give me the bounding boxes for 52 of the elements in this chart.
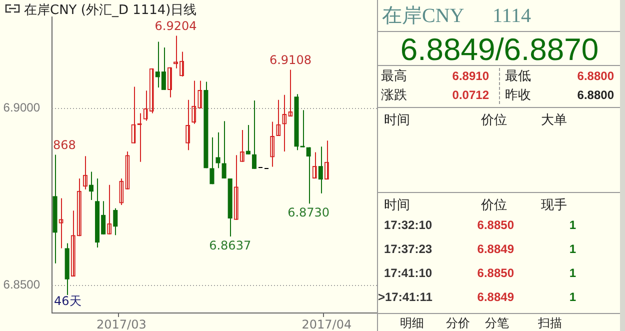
text: 17:37:23 — [384, 242, 432, 256]
text: 大单 — [541, 112, 567, 129]
x-tick-label: 2017/04 — [302, 317, 352, 331]
text: 明细 — [400, 315, 424, 331]
text: 现手 — [541, 197, 567, 214]
annotation: 868 — [53, 138, 76, 152]
annotation: >17:41:11 — [378, 290, 432, 304]
text: 在岸CNY 1114 — [382, 4, 531, 29]
text: 6.8800 — [577, 88, 614, 102]
candlestick — [113, 208, 118, 236]
x-tick-label: 2017/03 — [96, 317, 146, 331]
text: 分价 — [446, 315, 470, 331]
text: 1 — [569, 290, 576, 304]
text: 最高 — [381, 68, 407, 85]
text: 价位 — [481, 197, 507, 214]
text: 6.8910 — [452, 69, 489, 83]
candlestick — [252, 100, 257, 170]
candlestick — [318, 146, 323, 194]
text: 最低 — [505, 68, 531, 85]
text: 0.0712 — [452, 88, 489, 102]
text: 1 — [569, 242, 576, 256]
candlestick — [222, 120, 226, 179]
text: 涨跌 — [381, 87, 407, 104]
text: 扫描 — [538, 315, 562, 331]
text: 17:32:10 — [384, 218, 432, 232]
annotation: 6.9108 — [269, 52, 312, 67]
candlestick — [246, 124, 250, 155]
text: 6.8850 — [477, 218, 514, 232]
annotation: 6.9204 — [154, 18, 197, 33]
y-tick-label: 6.9000 — [3, 100, 40, 114]
annotation: 6.8730 — [288, 206, 330, 220]
text: 昨收 — [505, 87, 531, 104]
candlestick — [216, 132, 220, 169]
y-tick-label: 6.8500 — [3, 277, 40, 292]
text: 6.8849 — [477, 242, 514, 256]
text: 17:41:10 — [384, 266, 432, 280]
text: 6.8850 — [477, 266, 514, 280]
text: 6.8800 — [577, 69, 614, 83]
chart-title: 在岸CNY (外汇_D 1114)日线 — [24, 2, 197, 19]
text: 1 — [569, 218, 576, 232]
candlestick — [88, 171, 94, 201]
annotation: 46天 — [54, 294, 82, 308]
text: 6.8849 — [477, 290, 514, 304]
text: 价位 — [481, 112, 507, 129]
text: 时间 — [384, 197, 410, 214]
text: 时间 — [384, 112, 410, 129]
text: 1 — [569, 266, 576, 280]
text: 6.8849/6.8870 — [399, 32, 600, 68]
text: 分笔 — [485, 315, 509, 331]
annotation: 6.8637 — [209, 238, 252, 253]
candlestick — [306, 146, 311, 204]
candlestick — [210, 136, 214, 185]
